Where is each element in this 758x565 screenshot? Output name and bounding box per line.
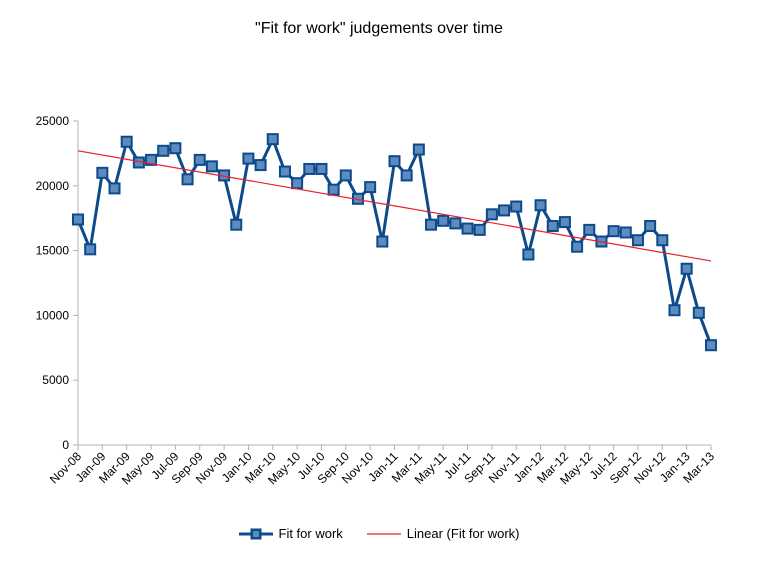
legend-item-series: Fit for work [238,526,343,541]
data-point-fit-for-work [461,222,474,235]
data-point-fit-for-work [656,234,669,247]
y-tick-label: 15000 [36,244,70,258]
data-point-fit-for-work [692,306,705,319]
data-point-fit-for-work [485,208,498,221]
data-point-fit-for-work [266,133,279,146]
data-point-fit-for-work [327,183,340,196]
data-point-fit-for-work [705,339,717,352]
data-point-fit-for-work [546,219,559,232]
data-point-fit-for-work [72,213,84,226]
data-point-fit-for-work [558,216,571,229]
data-point-fit-for-work [631,234,644,247]
data-point-fit-for-work [205,160,218,173]
legend-trendline-label: Linear (Fit for work) [406,526,520,541]
chart-title: "Fit for work" judgements over time [255,20,503,37]
data-point-fit-for-work [96,166,109,179]
data-point-fit-for-work [680,262,693,275]
data-point-fit-for-work [522,248,535,261]
legend-series-label: Fit for work [278,526,343,541]
data-point-fit-for-work [291,177,304,190]
data-point-fit-for-work [254,159,267,172]
y-tick-label: 0 [62,438,69,452]
data-point-fit-for-work [534,199,547,212]
data-point-fit-for-work [108,182,121,195]
data-point-fit-for-work [84,243,97,256]
data-point-fit-for-work [145,153,158,166]
series-line-fit-for-work [76,137,713,346]
data-point-fit-for-work [668,304,681,317]
data-point-fit-for-work [425,218,438,231]
data-point-fit-for-work [339,169,352,182]
data-point-fit-for-work [607,225,620,238]
y-tick-label: 20000 [36,179,70,193]
data-point-fit-for-work [303,162,316,175]
data-point-fit-for-work [242,152,255,165]
data-point-fit-for-work [315,162,328,175]
y-tick-label: 5000 [42,373,69,387]
trendline-linear [77,150,712,262]
data-point-fit-for-work [498,204,511,217]
data-point-fit-for-work [449,217,462,230]
data-point-fit-for-work [473,223,486,236]
chart-legend: Fit for work Linear (Fit for work) [0,526,758,541]
data-point-fit-for-work [120,135,133,148]
data-point-fit-for-work [437,214,450,227]
data-point-fit-for-work [619,226,632,239]
data-point-fit-for-work [400,169,413,182]
data-point-fit-for-work [583,223,596,236]
data-point-fit-for-work [376,235,389,248]
y-tick-label: 10000 [36,308,70,322]
data-point-fit-for-work [169,142,182,155]
data-point-fit-for-work [364,181,377,194]
data-point-fit-for-work [193,153,206,166]
data-point-fit-for-work [278,165,291,178]
y-tick-label: 25000 [36,114,70,128]
legend-trendline-swatch-icon [366,532,401,535]
data-point-fit-for-work [181,173,194,186]
legend-series-swatch-icon [238,528,273,539]
data-point-fit-for-work [388,155,401,168]
data-point-fit-for-work [571,240,584,253]
data-point-fit-for-work [644,219,657,232]
data-point-fit-for-work [230,218,243,231]
data-point-fit-for-work [412,143,425,156]
data-point-fit-for-work [510,200,523,213]
legend-item-trendline: Linear (Fit for work) [366,526,520,541]
data-point-fit-for-work [157,144,170,157]
